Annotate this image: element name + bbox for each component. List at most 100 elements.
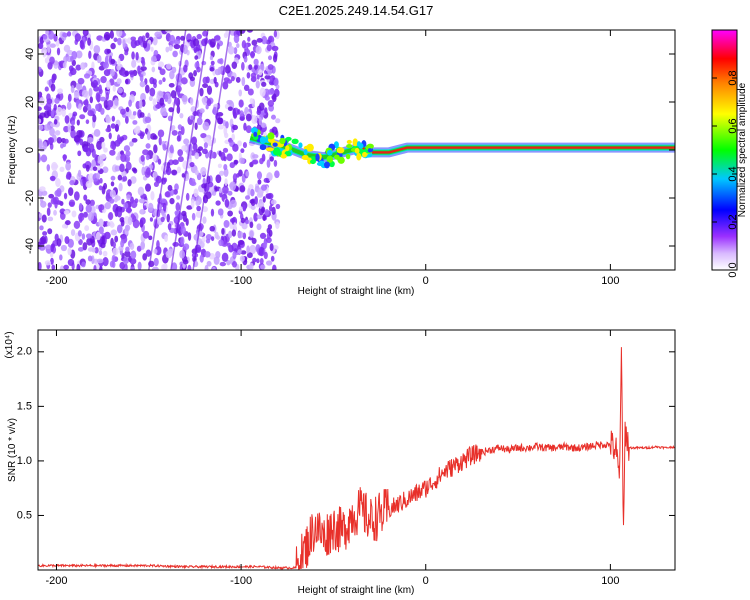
noise-blob [96,54,102,64]
noise-blob [166,213,170,223]
noise-blob [98,185,103,191]
noise-blob [194,122,198,130]
noise-blob [59,166,65,173]
snr-multiplier: (x10⁴) [4,331,15,358]
noise-blob [275,221,280,229]
noise-blob [156,239,160,250]
noise-blob [113,37,118,43]
noise-blob [217,163,223,169]
noise-blob [110,181,115,187]
noise-blob [176,87,181,97]
noise-blob [249,221,254,229]
noise-blob [70,229,76,237]
noise-blob [185,192,190,201]
noise-blob [239,255,245,262]
noise-blob [42,141,48,150]
noise-blob [133,126,141,135]
noise-blob [257,179,262,185]
noise-blob [165,166,170,173]
noise-blob [53,119,58,125]
ridge-blob [346,144,353,149]
noise-blob [180,77,188,85]
noise-blob [227,45,235,55]
noise-blob [263,177,270,183]
noise-blob [56,47,61,56]
noise-blob [272,264,277,270]
ridge-blob [310,159,316,165]
noise-blob [206,260,212,267]
noise-blob [196,205,202,212]
noise-blob [39,186,46,192]
noise-blob [52,196,59,205]
noise-blob [268,205,273,212]
noise-blob [125,106,130,113]
noise-blob [66,101,72,111]
noise-blob [110,175,116,181]
noise-blob [99,136,105,143]
noise-blob [165,46,170,53]
noise-blob [199,87,204,97]
noise-blob [206,85,213,95]
noise-blob [119,261,126,270]
noise-blob [106,221,111,227]
noise-blob [80,62,86,70]
noise-blob [138,198,146,204]
noise-blob [162,143,167,151]
noise-blob [124,224,131,232]
noise-blob [70,85,75,94]
noise-blob [231,61,238,70]
noise-blob [180,226,187,235]
noise-blob [247,36,251,42]
spectrogram-ytick-label: 40 [24,48,36,60]
noise-blob [63,264,69,270]
noise-blob [140,66,147,71]
noise-blob [213,76,217,84]
noise-blob [66,31,72,37]
spectrogram-ylabel: Frequency (Hz) [7,116,18,185]
noise-blob [151,66,156,73]
noise-blob [48,193,55,199]
noise-blob [38,244,46,251]
noise-blob [77,77,85,85]
noise-blob [247,187,251,197]
noise-blob [204,264,209,270]
noise-blob [47,202,52,208]
ridge-blob [356,153,362,161]
noise-blob [83,211,88,218]
noise-blob [119,163,125,173]
noise-blob [88,50,92,59]
noise-blob [111,255,116,264]
noise-blob [130,176,137,184]
noise-blob [242,204,246,211]
noise-blob [152,266,159,270]
noise-blob [219,170,225,176]
noise-blob [137,186,145,196]
noise-blob [98,84,102,93]
snr-xlabel: Height of straight line (km) [298,585,415,596]
noise-blob [215,200,221,206]
noise-blob [77,169,82,178]
noise-blob [77,247,84,252]
noise-blob [241,40,247,49]
noise-blob [256,109,261,116]
noise-blob [142,149,149,156]
noise-blob [100,76,107,84]
noise-streak [192,30,231,270]
noise-blob [246,30,253,33]
noise-blob [215,174,222,184]
noise-blob [232,173,238,182]
noise-blob [171,169,178,176]
noise-blob [196,44,201,52]
noise-blob [260,122,267,128]
noise-blob [46,93,51,102]
noise-blob [222,81,229,90]
noise-blob [127,216,133,226]
noise-blob [237,249,242,254]
noise-blob [38,42,44,50]
noise-blob [243,84,250,92]
noise-blob [174,210,179,216]
snr-xtick-label: -100 [230,575,252,587]
noise-blob [176,166,182,174]
ridge-blob [298,142,303,149]
noise-blob [209,55,214,61]
